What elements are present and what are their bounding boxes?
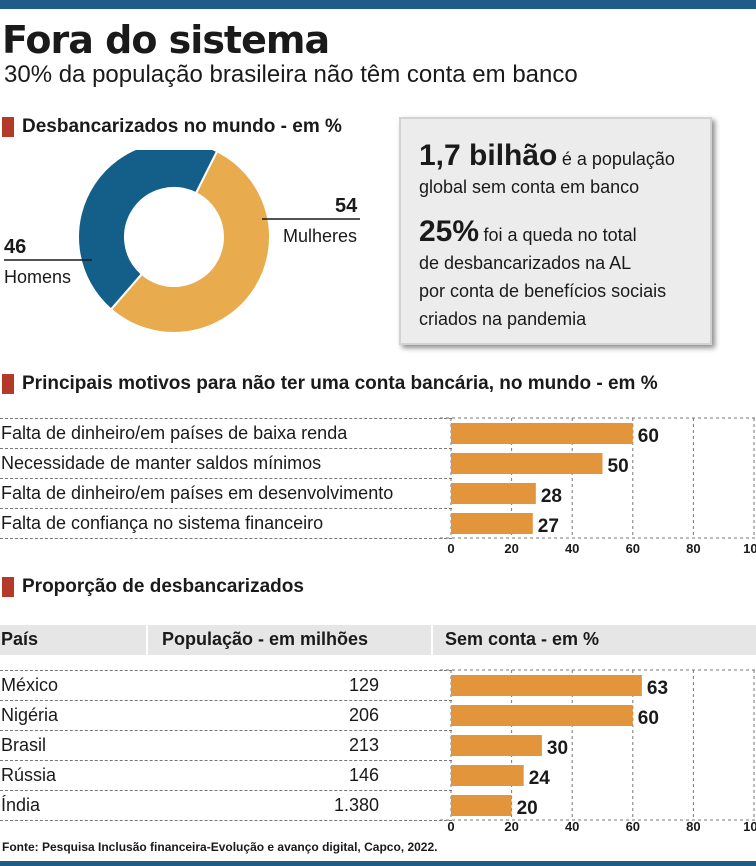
table-cell-country: Índia (1, 795, 41, 815)
row-divider (0, 538, 452, 539)
table-cell-country: Brasil (1, 735, 47, 755)
bar-value-label: 60 (638, 426, 659, 447)
donut-label-men-value: 46 (4, 236, 27, 258)
row-divider (0, 478, 452, 479)
row-divider (0, 418, 452, 419)
row-divider (0, 508, 452, 509)
row-divider (0, 730, 452, 731)
donut-slice-mulheres (109, 150, 271, 334)
info-stat2-text-2: de desbancarizados na AL (419, 253, 632, 273)
row-divider (0, 760, 452, 761)
row-divider (0, 700, 452, 701)
table-header-country: País (1, 629, 39, 649)
table-header-divider (431, 625, 433, 655)
unbanked-bar-chart: 0 20 40 60 80 100 63 60 30 24 20 (440, 669, 756, 834)
bar (451, 483, 536, 504)
bar (451, 705, 633, 726)
axis-tick-label: 60 (626, 819, 640, 834)
axis-tick-label: 80 (686, 819, 700, 834)
bar (451, 423, 633, 444)
table-header-population: População - em milhões (162, 629, 369, 649)
row-divider (0, 790, 452, 791)
reasons-bar-chart: 0 20 40 60 80 100 60 50 28 27 (440, 417, 756, 556)
info-stat1-value: 1,7 bilhão (419, 139, 558, 172)
bar-value-label: 60 (638, 708, 659, 729)
section-reasons-title: Principais motivos para não ter uma cont… (22, 373, 658, 394)
table-cell-country: Nigéria (1, 705, 59, 725)
donut-label-women: Mulheres (283, 226, 358, 246)
donut-chart (4, 150, 360, 334)
page-subtitle: 30% da população brasileira não têm cont… (4, 61, 578, 88)
donut-label-women-value: 54 (335, 195, 358, 217)
bar (451, 513, 533, 534)
axis-tick-label: 100 (743, 541, 756, 556)
info-stat-global: 1,7 bilhão é a população global sem cont… (419, 139, 694, 201)
table-cell-population: 206 (348, 705, 379, 725)
info-stat-latam: 25% foi a queda no total de desbancariza… (419, 215, 694, 333)
table-cell-country: México (1, 675, 59, 695)
info-stat1-text-2: global sem conta em banco (419, 177, 640, 197)
reason-label: Falta de dinheiro/em países de baixa ren… (1, 423, 348, 443)
table-cell-population: 213 (348, 735, 379, 755)
axis-tick-label: 20 (504, 819, 518, 834)
section-proportion-title: Proporção de desbancarizados (22, 576, 304, 597)
source-note: Fonte: Pesquisa Inclusão financeira-Evol… (2, 840, 438, 854)
bottom-accent-bar (0, 861, 756, 866)
row-divider (0, 820, 452, 821)
axis-tick-label: 80 (686, 541, 700, 556)
top-accent-bar (0, 0, 756, 9)
axis-tick-label: 40 (565, 541, 579, 556)
info-stat2-value: 25% (419, 215, 480, 248)
axis-tick-label: 100 (743, 819, 756, 834)
reason-label: Falta de dinheiro/em países em desenvolv… (1, 483, 394, 503)
bar (451, 453, 603, 474)
info-box: 1,7 bilhão é a população global sem cont… (399, 117, 712, 345)
info-stat2-text-3: por conta de benefícios sociais (419, 281, 667, 301)
table-header-divider (146, 625, 148, 655)
table-cell-population: 146 (348, 765, 379, 785)
table-header-unbanked: Sem conta - em % (445, 629, 600, 649)
bar (451, 675, 642, 696)
reason-label: Necessidade de manter saldos mínimos (1, 453, 322, 473)
info-stat1-text-1: é a população (561, 149, 675, 169)
axis-tick-label: 0 (447, 541, 454, 556)
bar-value-label: 28 (541, 486, 562, 507)
page-title: Fora do sistema (2, 18, 330, 62)
donut-slice-homens (77, 150, 219, 311)
row-divider (0, 448, 452, 449)
bar-value-label: 50 (608, 456, 629, 477)
table-cell-country: Rússia (1, 765, 57, 785)
info-stat2-text-1: foi a queda no total (483, 225, 637, 245)
section-marker-icon (2, 577, 14, 597)
table-cell-population: 129 (348, 675, 379, 695)
bar-value-label: 30 (547, 738, 568, 759)
donut-label-men: Homens (4, 267, 72, 287)
reason-label: Falta de confiança no sistema financeiro (1, 513, 324, 533)
bar (451, 735, 542, 756)
section-world-unbanked-header: Desbancarizados no mundo - em % (2, 116, 342, 138)
table-cell-population: 1.380 (333, 795, 379, 815)
section-world-unbanked-title: Desbancarizados no mundo - em % (22, 116, 342, 137)
bar-value-label: 63 (647, 678, 668, 699)
row-divider (0, 670, 452, 671)
info-stat2-text-4: criados na pandemia (419, 309, 587, 329)
section-reasons-header: Principais motivos para não ter uma cont… (2, 373, 658, 395)
section-marker-icon (2, 374, 14, 394)
bar (451, 795, 512, 816)
bar-value-label: 27 (538, 516, 559, 537)
axis-tick-label: 0 (447, 819, 454, 834)
table-header: País População - em milhões Sem conta - … (0, 625, 756, 655)
bar-value-label: 24 (529, 768, 551, 789)
section-marker-icon (2, 117, 14, 137)
axis-tick-label: 40 (565, 819, 579, 834)
axis-tick-label: 60 (626, 541, 640, 556)
axis-tick-label: 20 (504, 541, 518, 556)
bar (451, 765, 524, 786)
section-proportion-header: Proporção de desbancarizados (2, 576, 304, 598)
bar-value-label: 20 (517, 798, 538, 819)
